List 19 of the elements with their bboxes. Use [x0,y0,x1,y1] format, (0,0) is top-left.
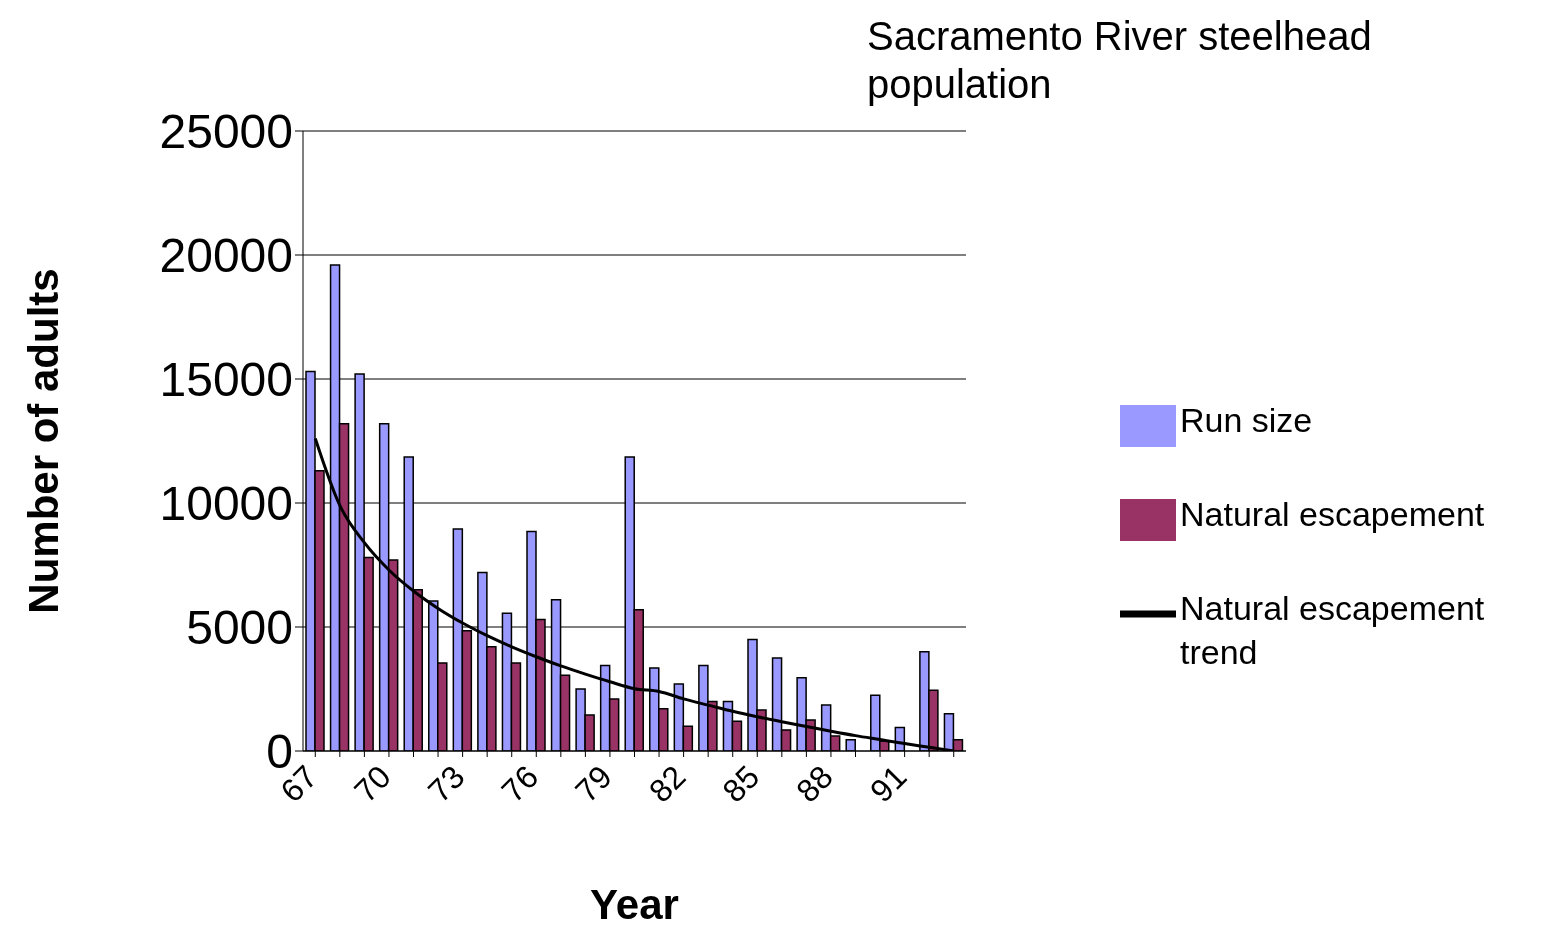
x-tick-label: 76 [494,758,546,810]
x-tick-label: 88 [789,758,840,810]
text: Sacramento River steelhead population [867,13,1373,108]
x-tick-label: 73 [420,758,472,810]
y-tick-label: 15000 [159,353,293,407]
x-tick-label: 82 [641,758,693,810]
y-axis-title: Number of adults [19,268,67,614]
x-axis-title: Year [590,881,679,928]
x-tick-label: 85 [715,758,767,810]
x-tick-label: 91 [862,758,914,810]
y-tick-label: 10000 [159,477,293,531]
legend-label: Natural escapement [1180,494,1486,535]
legend-label: Run size [1180,400,1314,441]
y-tick-label: 5000 [186,601,293,655]
y-tick-label: 20000 [159,229,293,283]
x-tick-label: 79 [568,758,619,810]
x-tick-label: 70 [347,758,398,810]
legend-label: Natural escapement trend [1180,588,1486,673]
y-tick-label: 25000 [159,105,293,159]
